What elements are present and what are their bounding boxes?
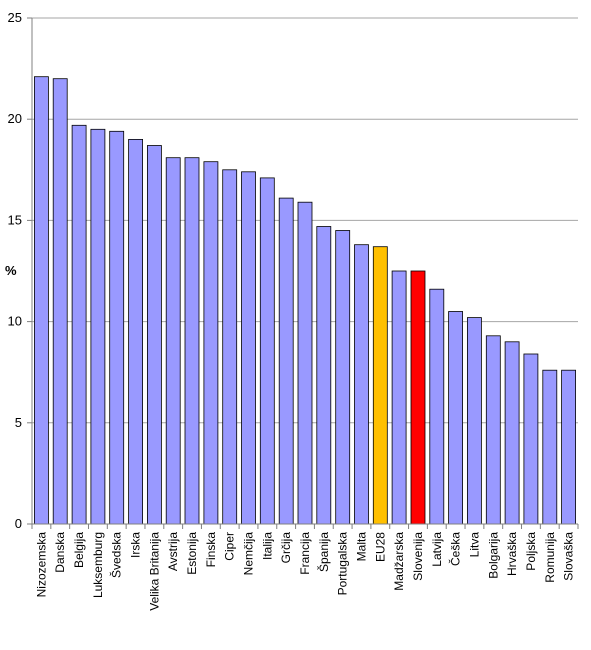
x-tick-label: Češka	[448, 532, 463, 566]
x-tick-label: Avstrija	[166, 532, 180, 571]
bar	[316, 226, 332, 525]
x-tick-label: Poljska	[524, 532, 538, 571]
bar	[297, 201, 313, 525]
bar	[146, 145, 162, 525]
x-tick-label: Malta	[355, 532, 369, 562]
x-tick-label: Španija	[316, 532, 331, 572]
axes	[31, 18, 578, 525]
bar	[523, 353, 539, 525]
bar	[34, 76, 49, 525]
x-tick-label: Hrvaška	[505, 532, 519, 576]
x-tick-label: Bolgarija	[486, 532, 500, 579]
bar	[448, 311, 464, 525]
y-tick-label: 20	[8, 111, 22, 126]
x-tick-label: Luksemburg	[91, 532, 105, 598]
bar	[109, 130, 125, 525]
bar	[184, 157, 200, 525]
x-tick-label: Slovenija	[411, 532, 425, 581]
bar	[259, 177, 275, 525]
bar	[335, 230, 351, 525]
bar	[561, 369, 576, 525]
bar	[504, 341, 520, 525]
x-tick-label: Belgija	[72, 532, 86, 568]
y-tick-label: 10	[8, 314, 22, 329]
bar	[128, 138, 144, 525]
bar	[203, 161, 219, 525]
x-tick-label: Estonija	[185, 532, 199, 575]
y-tick-label: 0	[15, 516, 22, 531]
bar	[71, 124, 87, 525]
x-tick-label: Romunija	[543, 532, 557, 583]
x-tick-label: Danska	[53, 532, 67, 573]
bar	[466, 317, 482, 525]
x-tick-label: EU28	[373, 532, 387, 562]
bar	[542, 369, 558, 525]
x-tick-label: Ciper	[223, 532, 237, 561]
bar	[429, 288, 445, 525]
y-tick-label: 25	[8, 10, 22, 25]
y-tick-label: 5	[15, 415, 22, 430]
x-tick-label: Litva	[467, 532, 481, 558]
bar	[90, 128, 106, 525]
x-tick-label: Latvija	[430, 532, 444, 567]
x-tick-label: Švedska	[109, 532, 124, 578]
bar	[485, 335, 501, 525]
bar	[165, 157, 181, 525]
x-tick-label: Madžarska	[392, 532, 406, 591]
x-tick-label: Grčija	[279, 532, 293, 564]
bar	[372, 246, 388, 525]
x-tick-label: Nizozemska	[34, 532, 48, 598]
y-axis-label: %	[5, 263, 17, 278]
x-tick-label: Irska	[129, 532, 143, 558]
y-tick-labels: 0 5 10 15 20 25	[8, 10, 32, 531]
x-tick-label: Italija	[260, 532, 274, 560]
bars	[34, 76, 576, 525]
x-tick-labels: Nizozemska Danska Belgija Luksemburg Švedska…	[31, 524, 579, 611]
bar	[222, 169, 238, 525]
y-tick-label: 15	[8, 212, 22, 227]
x-tick-label: Finska	[204, 532, 218, 568]
x-tick-label: Velika Britanija	[147, 532, 161, 611]
bar	[391, 270, 407, 525]
x-tick-label: Francija	[298, 532, 312, 575]
bar	[278, 197, 294, 525]
x-tick-label: Slovaška	[562, 532, 576, 581]
bar	[52, 78, 68, 525]
x-tick-label: Portugalska	[336, 532, 350, 596]
bar	[241, 171, 256, 525]
x-tick-label: Nemčija	[242, 532, 256, 576]
bar	[354, 244, 369, 525]
bar	[410, 270, 426, 525]
